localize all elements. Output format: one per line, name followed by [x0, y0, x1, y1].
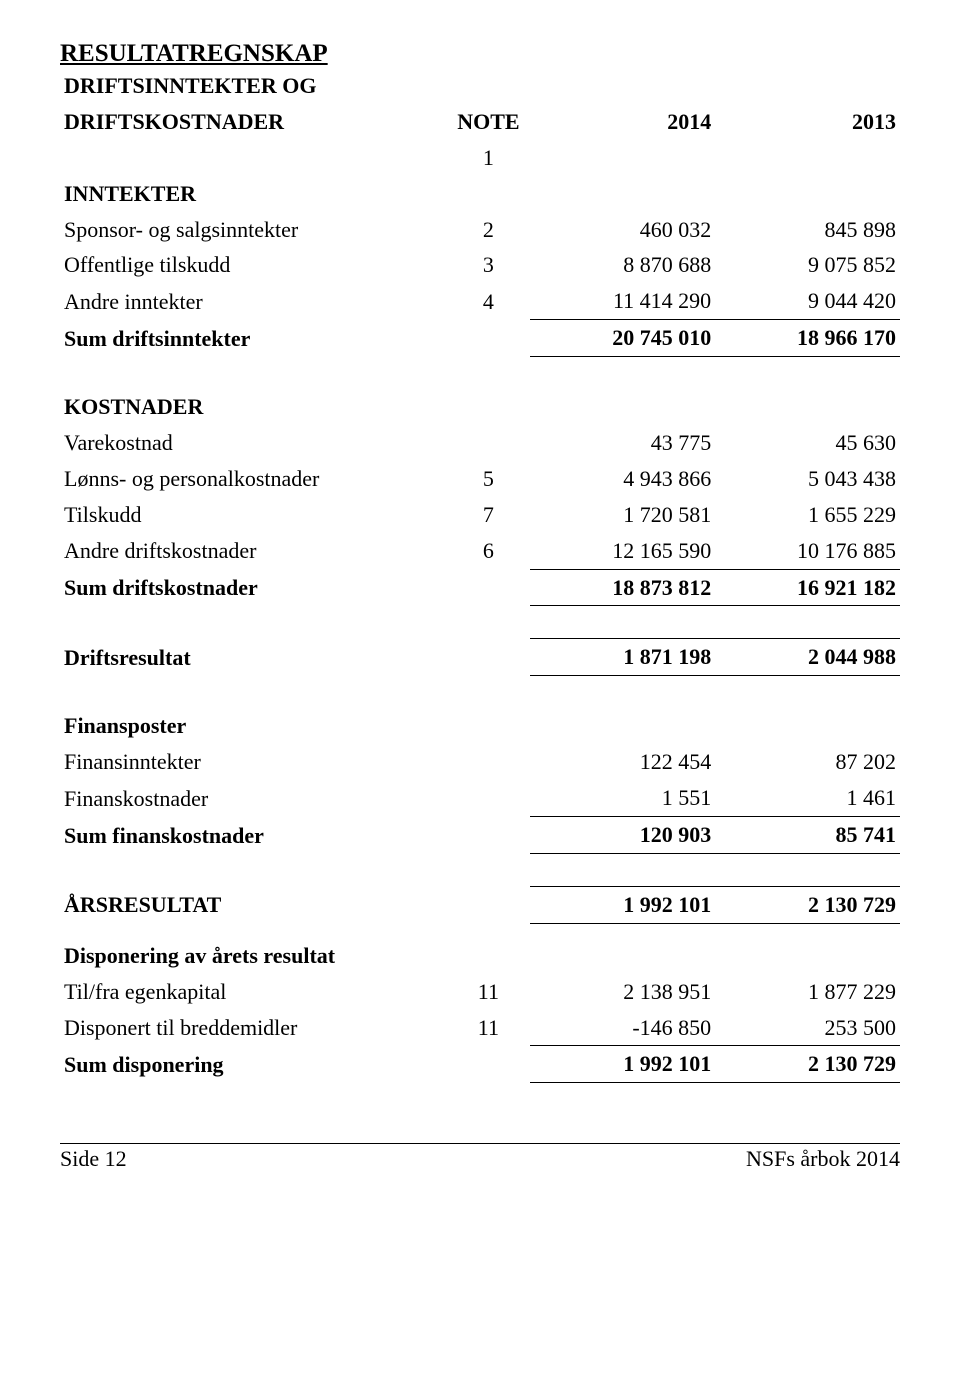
footer-right: NSFs årbok 2014 [746, 1146, 900, 1172]
row-value-2014: 43 775 [530, 425, 715, 461]
row-label: Varekostnad [60, 425, 446, 461]
arsresultat-2013: 2 130 729 [715, 886, 900, 923]
section-heading-kostnader: KOSTNADER [60, 389, 900, 425]
column-header-note: NOTE [446, 104, 530, 140]
header-note-row: 1 [60, 140, 900, 176]
row-note: 7 [446, 497, 530, 533]
table-row: Finanskostnader 1 551 1 461 [60, 780, 900, 816]
page-title: RESULTATREGNSKAP [60, 40, 900, 68]
row-value-2013: 9 075 852 [715, 247, 900, 283]
table-row: Finansinntekter 122 454 87 202 [60, 744, 900, 780]
column-header-year2: 2013 [715, 104, 900, 140]
table-row: Til/fra egenkapital 11 2 138 951 1 877 2… [60, 974, 900, 1010]
row-value-2014: 460 032 [530, 212, 715, 248]
row-value-2013: 253 500 [715, 1010, 900, 1046]
driftsresultat-2013: 2 044 988 [715, 639, 900, 676]
driftsresultat-row: Driftsresultat 1 871 198 2 044 988 [60, 639, 900, 676]
sum-value-2014: 120 903 [530, 817, 715, 854]
sum-value-2014: 20 745 010 [530, 320, 715, 357]
row-value-2013: 1 655 229 [715, 497, 900, 533]
arsresultat-label: ÅRSRESULTAT [60, 886, 446, 923]
section-heading-finansposter: Finansposter [60, 708, 900, 744]
sum-row: Sum driftskostnader 18 873 812 16 921 18… [60, 569, 900, 606]
row-value-2013: 45 630 [715, 425, 900, 461]
row-value-2014: 4 943 866 [530, 461, 715, 497]
row-value-2014: 1 551 [530, 780, 715, 816]
row-label: Disponert til breddemidler [60, 1010, 446, 1046]
row-note: 2 [446, 212, 530, 248]
sum-value-2014: 1 992 101 [530, 1046, 715, 1083]
sum-row: Sum disponering 1 992 101 2 130 729 [60, 1046, 900, 1083]
page-footer: Side 12 NSFs årbok 2014 [60, 1143, 900, 1172]
row-label: Sponsor- og salgsinntekter [60, 212, 446, 248]
row-label: Lønns- og personalkostnader [60, 461, 446, 497]
row-note: 4 [446, 283, 530, 319]
row-value-2014: 1 720 581 [530, 497, 715, 533]
header-row-2: DRIFTSKOSTNADER NOTE 2014 2013 [60, 104, 900, 140]
row-value-2014: 2 138 951 [530, 974, 715, 1010]
row-label: Offentlige tilskudd [60, 247, 446, 283]
row-note: 11 [446, 974, 530, 1010]
table-row: Andre driftskostnader 6 12 165 590 10 17… [60, 533, 900, 569]
row-value-2014: 8 870 688 [530, 247, 715, 283]
driftsresultat-label: Driftsresultat [60, 639, 446, 676]
heading-inntekter: INNTEKTER [60, 176, 446, 212]
heading-kostnader: KOSTNADER [60, 389, 446, 425]
column-header-year1: 2014 [530, 104, 715, 140]
row-label: Andre inntekter [60, 283, 446, 319]
row-value-2014: -146 850 [530, 1010, 715, 1046]
row-note: 11 [446, 1010, 530, 1046]
sum-row: Sum driftsinntekter 20 745 010 18 966 17… [60, 320, 900, 357]
table-row: Offentlige tilskudd 3 8 870 688 9 075 85… [60, 247, 900, 283]
table-row: Andre inntekter 4 11 414 290 9 044 420 [60, 283, 900, 319]
table-row: Disponert til breddemidler 11 -146 850 2… [60, 1010, 900, 1046]
table-row: Varekostnad 43 775 45 630 [60, 425, 900, 461]
sum-label: Sum driftsinntekter [60, 320, 446, 357]
row-label: Finansinntekter [60, 744, 446, 780]
subtitle-line-1: DRIFTSINNTEKTER OG [60, 68, 446, 104]
sum-label: Sum disponering [60, 1046, 446, 1083]
row-note: 6 [446, 533, 530, 569]
row-label: Finanskostnader [60, 780, 446, 816]
sum-value-2013: 2 130 729 [715, 1046, 900, 1083]
sum-value-2013: 18 966 170 [715, 320, 900, 357]
footer-left: Side 12 [60, 1146, 127, 1172]
row-label: Andre driftskostnader [60, 533, 446, 569]
header-row-1: DRIFTSINNTEKTER OG [60, 68, 900, 104]
heading-disponering: Disponering av årets resultat [60, 938, 446, 974]
row-value-2014: 122 454 [530, 744, 715, 780]
row-note: 3 [446, 247, 530, 283]
row-note: 5 [446, 461, 530, 497]
sum-value-2013: 16 921 182 [715, 569, 900, 606]
section-heading-disponering: Disponering av årets resultat [60, 938, 900, 974]
sum-label: Sum finanskostnader [60, 817, 446, 854]
row-value-2014: 11 414 290 [530, 283, 715, 319]
sum-value-2013: 85 741 [715, 817, 900, 854]
row-value-2013: 845 898 [715, 212, 900, 248]
arsresultat-row: ÅRSRESULTAT 1 992 101 2 130 729 [60, 886, 900, 923]
heading-finansposter: Finansposter [60, 708, 446, 744]
sum-row: Sum finanskostnader 120 903 85 741 [60, 817, 900, 854]
sum-label: Sum driftskostnader [60, 569, 446, 606]
driftsresultat-2014: 1 871 198 [530, 639, 715, 676]
row-value-2013: 1 461 [715, 780, 900, 816]
row-label: Til/fra egenkapital [60, 974, 446, 1010]
row-value-2013: 87 202 [715, 744, 900, 780]
header-note-value: 1 [446, 140, 530, 176]
row-value-2013: 10 176 885 [715, 533, 900, 569]
section-heading-inntekter: INNTEKTER [60, 176, 900, 212]
row-note [446, 425, 530, 461]
table-row: Tilskudd 7 1 720 581 1 655 229 [60, 497, 900, 533]
arsresultat-2014: 1 992 101 [530, 886, 715, 923]
table-row: Lønns- og personalkostnader 5 4 943 866 … [60, 461, 900, 497]
row-label: Tilskudd [60, 497, 446, 533]
income-statement-table: DRIFTSINNTEKTER OG DRIFTSKOSTNADER NOTE … [60, 68, 900, 1083]
row-value-2014: 12 165 590 [530, 533, 715, 569]
row-value-2013: 1 877 229 [715, 974, 900, 1010]
row-value-2013: 9 044 420 [715, 283, 900, 319]
row-value-2013: 5 043 438 [715, 461, 900, 497]
table-row: Sponsor- og salgsinntekter 2 460 032 845… [60, 212, 900, 248]
subtitle-line-2: DRIFTSKOSTNADER [60, 104, 446, 140]
sum-value-2014: 18 873 812 [530, 569, 715, 606]
